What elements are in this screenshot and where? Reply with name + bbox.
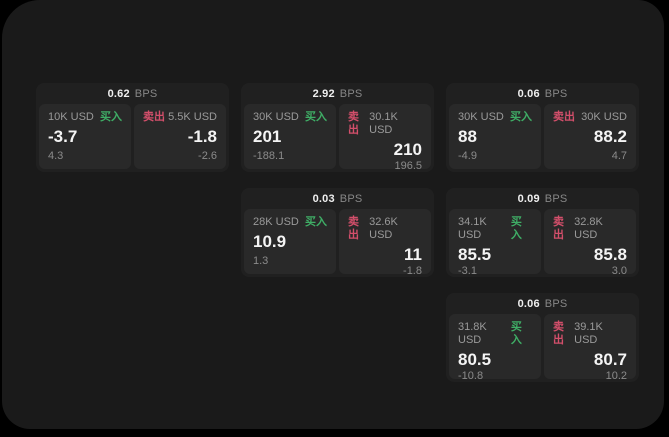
sell-amount: 30K USD xyxy=(581,111,627,123)
card-header: 0.09 BPS xyxy=(446,188,639,209)
sell-pane[interactable]: 卖出 32.6K USD 11 -1.8 xyxy=(339,209,431,277)
buy-amount: 28K USD xyxy=(253,216,299,228)
buy-price: -3.7 xyxy=(48,127,78,146)
sell-price: 88.2 xyxy=(593,127,627,146)
quote-card: 0.09 BPS 34.1K USD 买入 85.5 -3.1 卖出 32.8K… xyxy=(446,188,639,277)
card-header: 0.06 BPS xyxy=(446,83,639,104)
bps-unit-label: BPS xyxy=(544,192,568,205)
sell-price: -1.8 xyxy=(187,127,217,146)
sell-label: 卖出 xyxy=(143,111,165,123)
bps-value: 0.03 xyxy=(312,192,335,205)
buy-price: 10.9 xyxy=(253,232,287,251)
quote-card: 0.06 BPS 30K USD 买入 88 -4.9 卖出 30K USD 8… xyxy=(446,83,639,172)
buy-pane[interactable]: 28K USD 买入 10.9 1.3 xyxy=(244,209,336,274)
card-header: 0.03 BPS xyxy=(241,188,434,209)
buy-amount: 31.8K USD xyxy=(458,321,487,346)
bps-unit-label: BPS xyxy=(134,87,158,100)
buy-delta: -188.1 xyxy=(253,150,285,162)
quote-card: 0.03 BPS 28K USD 买入 10.9 1.3 卖出 32.6K US… xyxy=(241,188,434,277)
sell-amount: 30.1K USD xyxy=(369,111,398,136)
sell-delta: 10.2 xyxy=(605,370,627,382)
buy-pane[interactable]: 31.8K USD 买入 80.5 -10.8 xyxy=(449,314,541,382)
sell-price: 85.8 xyxy=(593,245,627,264)
sell-pane[interactable]: 卖出 32.8K USD 85.8 3.0 xyxy=(544,209,636,277)
bps-unit-label: BPS xyxy=(544,297,568,310)
bps-value: 0.06 xyxy=(517,87,540,100)
bps-value: 0.06 xyxy=(517,297,540,310)
sell-amount: 32.8K USD xyxy=(574,216,603,241)
buy-price: 85.5 xyxy=(458,245,492,264)
bps-value: 0.09 xyxy=(517,192,540,205)
card-header: 0.06 BPS xyxy=(446,293,639,314)
buy-label: 买入 xyxy=(510,216,522,241)
bps-unit-label: BPS xyxy=(339,192,363,205)
quote-card: 2.92 BPS 30K USD 买入 201 -188.1 卖出 30.1K … xyxy=(241,83,434,172)
buy-label: 买入 xyxy=(510,111,532,123)
sell-label: 卖出 xyxy=(553,216,564,241)
buy-price: 80.5 xyxy=(458,350,492,369)
sell-amount: 32.6K USD xyxy=(369,216,398,241)
sell-pane[interactable]: 卖出 5.5K USD -1.8 -2.6 xyxy=(134,104,226,169)
buy-amount: 30K USD xyxy=(458,111,504,123)
buy-label: 买入 xyxy=(305,111,327,123)
buy-label: 买入 xyxy=(510,321,522,346)
sell-delta: 3.0 xyxy=(611,265,627,277)
buy-price: 201 xyxy=(253,127,282,146)
sell-price: 80.7 xyxy=(593,350,627,369)
buy-pane[interactable]: 30K USD 买入 201 -188.1 xyxy=(244,104,336,169)
sell-pane[interactable]: 卖出 30.1K USD 210 196.5 xyxy=(339,104,431,172)
sell-delta: -1.8 xyxy=(403,265,422,277)
sell-delta: 196.5 xyxy=(394,160,422,172)
card-header: 0.62 BPS xyxy=(36,83,229,104)
sell-label: 卖出 xyxy=(348,216,359,241)
buy-delta: 1.3 xyxy=(253,255,269,267)
sell-amount: 39.1K USD xyxy=(574,321,603,346)
buy-delta: -4.9 xyxy=(458,150,477,162)
buy-delta: -3.1 xyxy=(458,265,477,277)
buy-amount: 10K USD xyxy=(48,111,94,123)
buy-pane[interactable]: 10K USD 买入 -3.7 4.3 xyxy=(39,104,131,169)
sell-price: 11 xyxy=(404,245,422,264)
buy-price: 88 xyxy=(458,127,477,146)
sell-pane[interactable]: 卖出 39.1K USD 80.7 10.2 xyxy=(544,314,636,382)
sell-label: 卖出 xyxy=(553,111,575,123)
sell-delta: 4.7 xyxy=(611,150,627,162)
buy-amount: 34.1K USD xyxy=(458,216,487,241)
bps-value: 2.92 xyxy=(312,87,335,100)
buy-delta: 4.3 xyxy=(48,150,64,162)
quote-card: 0.06 BPS 31.8K USD 买入 80.5 -10.8 卖出 39.1… xyxy=(446,293,639,382)
sell-label: 卖出 xyxy=(553,321,564,346)
bps-value: 0.62 xyxy=(107,87,130,100)
sell-delta: -2.6 xyxy=(198,150,217,162)
buy-label: 买入 xyxy=(305,216,327,228)
sell-label: 卖出 xyxy=(348,111,359,136)
bps-unit-label: BPS xyxy=(339,87,363,100)
sell-price: 210 xyxy=(393,140,422,159)
quote-card: 0.62 BPS 10K USD 买入 -3.7 4.3 卖出 5.5K USD… xyxy=(36,83,229,172)
sell-pane[interactable]: 卖出 30K USD 88.2 4.7 xyxy=(544,104,636,169)
buy-amount: 30K USD xyxy=(253,111,299,123)
card-header: 2.92 BPS xyxy=(241,83,434,104)
bps-unit-label: BPS xyxy=(544,87,568,100)
app-panel: 0.62 BPS 10K USD 买入 -3.7 4.3 卖出 5.5K USD… xyxy=(2,0,664,429)
buy-label: 买入 xyxy=(100,111,122,123)
buy-pane[interactable]: 34.1K USD 买入 85.5 -3.1 xyxy=(449,209,541,277)
buy-delta: -10.8 xyxy=(458,370,484,382)
buy-pane[interactable]: 30K USD 买入 88 -4.9 xyxy=(449,104,541,169)
sell-amount: 5.5K USD xyxy=(168,111,217,123)
